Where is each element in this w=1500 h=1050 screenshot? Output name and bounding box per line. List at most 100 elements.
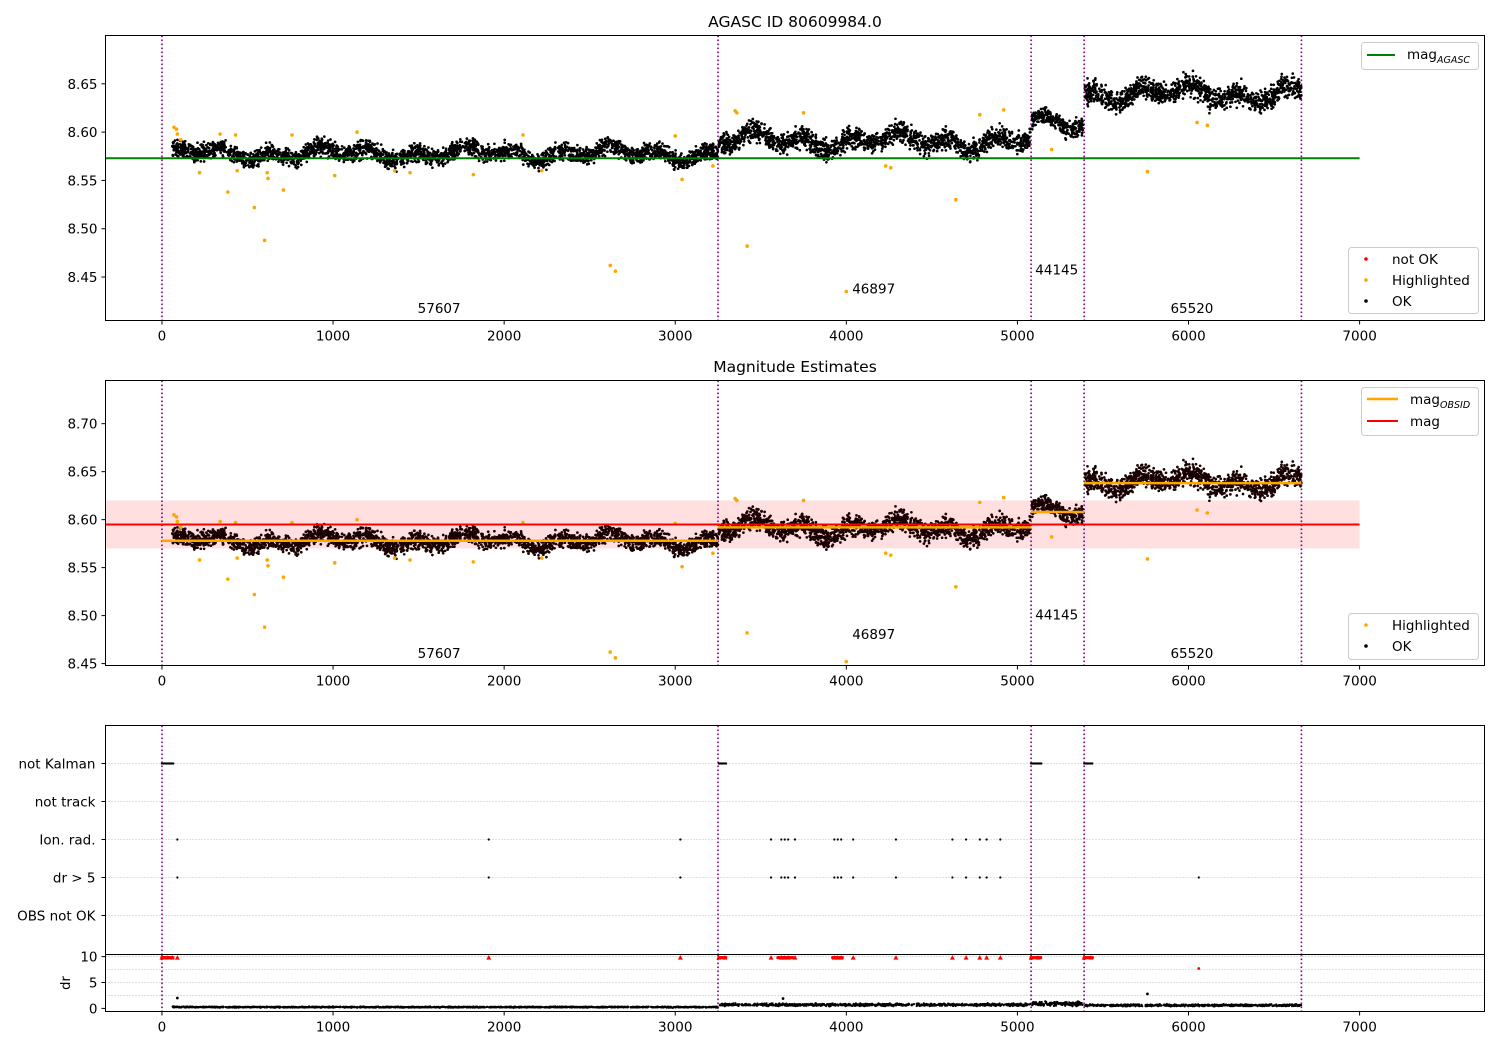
data-point <box>528 151 532 154</box>
data-point <box>1181 97 1185 100</box>
data-point <box>352 147 355 150</box>
data-point <box>249 152 253 155</box>
data-point <box>799 132 802 136</box>
data-point <box>951 130 955 134</box>
data-point <box>967 142 971 146</box>
data-point <box>532 164 535 168</box>
data-point <box>354 151 358 155</box>
data-point <box>1074 135 1078 139</box>
data-point <box>451 146 455 149</box>
data-point <box>946 136 950 140</box>
data-point <box>275 152 278 156</box>
data-point <box>600 140 603 144</box>
data-point <box>894 117 897 121</box>
data-point <box>1078 121 1082 125</box>
data-point <box>424 159 428 162</box>
data-point <box>996 142 1000 146</box>
data-point <box>758 126 762 129</box>
data-point <box>268 146 272 150</box>
data-point <box>350 151 354 155</box>
data-point <box>691 153 694 157</box>
data-point <box>277 147 281 151</box>
data-point <box>781 136 785 140</box>
data-point <box>387 167 390 171</box>
data-point <box>373 142 377 146</box>
data-point <box>246 163 250 167</box>
data-point <box>841 132 844 136</box>
data-point <box>360 151 364 155</box>
data-point <box>419 151 423 154</box>
data-point <box>713 145 717 149</box>
data-point <box>870 134 874 137</box>
data-point <box>934 143 938 146</box>
data-point <box>714 153 718 156</box>
data-point <box>598 138 602 142</box>
data-point <box>1191 69 1195 73</box>
data-point <box>880 147 884 150</box>
data-point <box>933 136 937 140</box>
data-point <box>804 136 808 140</box>
data-point <box>468 150 472 153</box>
data-point <box>597 154 601 158</box>
data-point <box>742 143 745 147</box>
data-point <box>503 141 507 145</box>
data-point <box>675 160 678 164</box>
data-point <box>362 145 366 149</box>
data-point <box>570 146 574 150</box>
data-point <box>1068 119 1071 123</box>
data-point <box>606 143 610 147</box>
data-point <box>1072 135 1075 139</box>
data-point <box>603 137 607 141</box>
data-point <box>892 135 896 139</box>
data-point <box>753 132 756 136</box>
data-point <box>588 152 591 156</box>
data-point <box>209 142 212 146</box>
data-point <box>393 164 396 168</box>
data-point <box>982 139 986 142</box>
data-point <box>1017 134 1021 138</box>
data-point <box>299 159 303 163</box>
data-point <box>1063 121 1067 124</box>
data-point <box>903 126 906 130</box>
data-point <box>385 160 389 163</box>
data-point <box>873 142 877 145</box>
data-point <box>705 149 709 153</box>
data-point <box>807 132 810 136</box>
data-point <box>680 152 683 155</box>
data-point <box>964 150 968 154</box>
data-point <box>786 130 790 134</box>
data-point <box>475 140 479 144</box>
data-point <box>974 150 977 154</box>
data-point <box>841 128 845 132</box>
data-point <box>975 153 979 156</box>
data-point <box>359 145 363 149</box>
data-point <box>1030 117 1034 121</box>
data-point <box>1074 119 1077 123</box>
data-point <box>610 141 613 144</box>
data-point <box>499 159 503 163</box>
data-point <box>908 141 911 145</box>
data-point <box>574 149 578 153</box>
data-point <box>176 138 179 142</box>
data-point <box>724 140 728 143</box>
data-point <box>1058 121 1061 124</box>
data-point <box>179 143 183 147</box>
data-point <box>1226 85 1230 89</box>
data-point <box>581 148 585 151</box>
data-point <box>890 129 894 132</box>
data-point <box>384 164 388 168</box>
data-point <box>699 159 703 162</box>
data-point <box>765 133 769 136</box>
data-point <box>614 141 618 144</box>
data-point <box>733 147 737 151</box>
data-point <box>271 145 275 149</box>
data-point <box>365 145 369 149</box>
data-point <box>356 140 360 144</box>
data-point <box>767 138 770 142</box>
data-point <box>893 122 897 126</box>
data-point <box>364 152 368 156</box>
data-point <box>296 165 300 169</box>
data-point <box>441 146 445 149</box>
data-point <box>847 141 851 145</box>
data-point <box>1162 80 1166 83</box>
